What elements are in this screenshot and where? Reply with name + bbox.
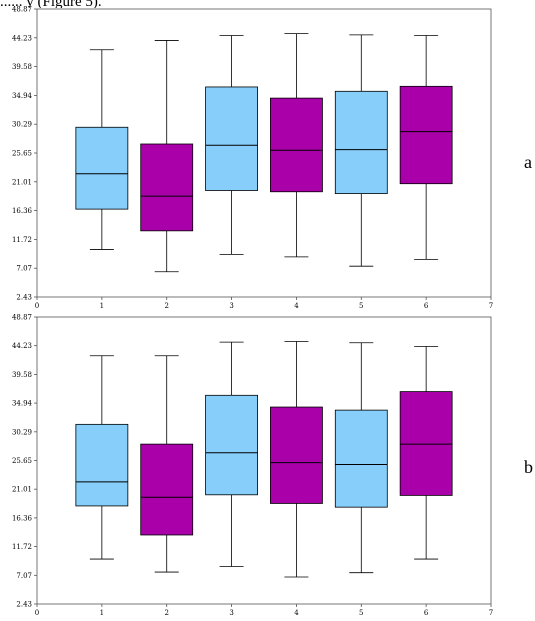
y-tick-label: 48.87 — [12, 314, 32, 322]
y-tick-label: 44.23 — [12, 342, 32, 350]
y-tick-label: 25.65 — [12, 457, 32, 465]
box-3 — [205, 394, 258, 496]
y-tick-label: 44.23 — [12, 34, 32, 42]
box-5 — [334, 409, 388, 508]
x-tick-label: 7 — [489, 302, 493, 310]
box-2 — [140, 143, 194, 232]
x-tick-label: 2 — [164, 609, 168, 617]
x-tick-label: 0 — [35, 609, 39, 617]
x-tick-label: 5 — [359, 609, 363, 617]
y-tick-label: 21.01 — [12, 178, 32, 186]
y-tick-label: 2.43 — [16, 294, 32, 302]
x-tick-label: 3 — [229, 302, 233, 310]
y-tick-label: 48.87 — [12, 6, 32, 14]
x-tick-label: 1 — [100, 609, 104, 617]
x-tick-label: 4 — [294, 302, 299, 310]
y-tick-label: 7.07 — [16, 572, 32, 580]
y-tick-label: 7.07 — [16, 265, 32, 273]
box-4 — [270, 406, 323, 504]
y-tick-label: 21.01 — [12, 486, 32, 494]
x-tick-label: 0 — [35, 302, 39, 310]
y-tick-label: 39.58 — [12, 63, 32, 71]
x-tick-label: 7 — [489, 609, 493, 617]
box-6 — [399, 85, 453, 185]
panel-label: a — [524, 152, 532, 172]
x-tick-label: 6 — [424, 609, 429, 617]
box-4 — [270, 97, 323, 193]
y-tick-label: 34.94 — [12, 400, 33, 408]
y-tick-label: 34.94 — [12, 92, 33, 100]
panel-label: b — [524, 457, 533, 477]
y-tick-label: 25.65 — [12, 150, 32, 158]
x-tick-label: 5 — [359, 302, 363, 310]
box-3 — [205, 86, 258, 191]
box-plot-panel-b: 2.43 7.07 11.72 16.36 21.01 25.65 30.29 34.94 39… — [12, 314, 533, 618]
box-1 — [75, 126, 129, 210]
x-tick-label: 4 — [294, 609, 299, 617]
x-tick-label: 3 — [229, 609, 233, 617]
y-tick-label: 2.43 — [16, 601, 32, 609]
y-tick-label: 11.72 — [12, 543, 32, 551]
y-tick-label: 39.58 — [12, 371, 32, 379]
y-tick-label: 30.29 — [12, 121, 32, 129]
box-plot-panel-a: 2.43 7.07 11.72 16.36 21.01 25.65 30.29 34.94 39… — [12, 6, 532, 311]
box-1 — [75, 423, 129, 507]
x-tick-label: 1 — [100, 302, 104, 310]
y-tick-label: 11.72 — [12, 236, 32, 244]
caption-text: ...... y (Figure 5). — [0, 0, 102, 8]
y-tick-label: 16.36 — [12, 207, 33, 215]
x-tick-label: 2 — [164, 302, 168, 310]
y-tick-label: 16.36 — [12, 514, 33, 522]
box-2 — [140, 443, 194, 536]
box-6 — [399, 391, 453, 496]
x-tick-label: 6 — [424, 302, 429, 310]
box-5 — [334, 90, 388, 195]
y-tick-label: 30.29 — [12, 428, 32, 436]
